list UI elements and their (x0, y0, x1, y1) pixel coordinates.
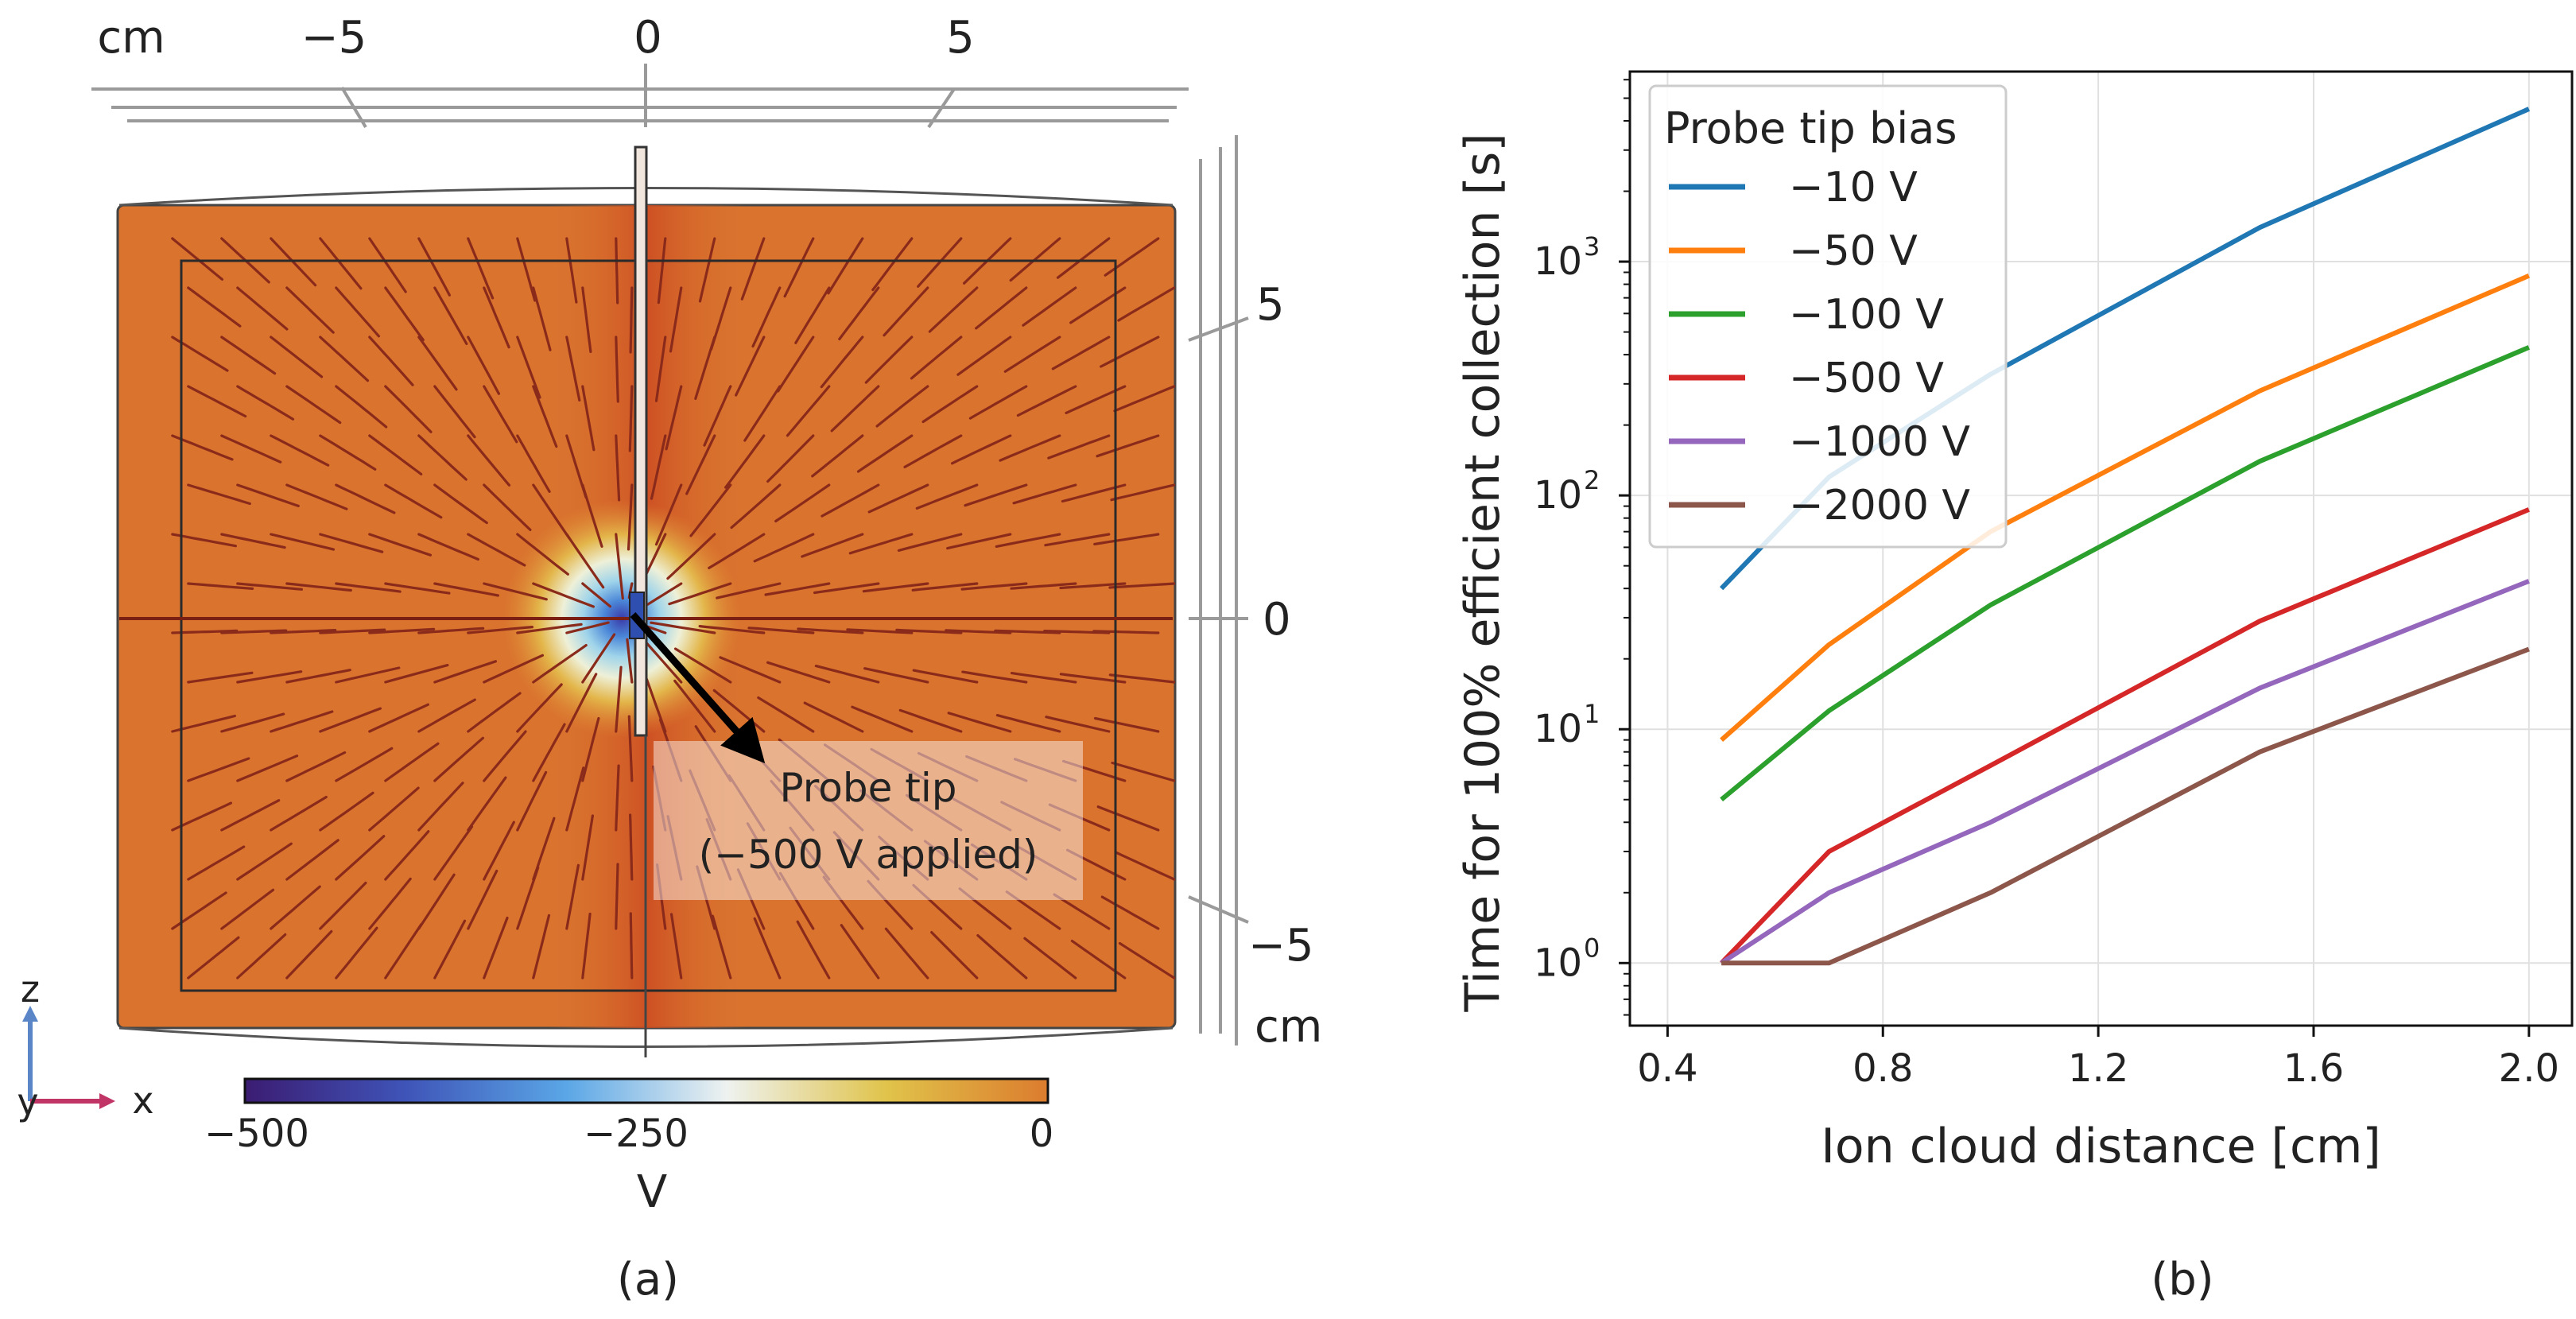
plot-frame (1628, 70, 2574, 1027)
y-tick-exponent: 0 (1584, 933, 1600, 963)
panel-a: cm −5 0 5 5 0 −5 cm (17, 12, 1322, 1305)
legend-entry: −2000 V (1789, 482, 1970, 530)
inner-volume-outline (180, 259, 1117, 992)
x-tick-label: 1.6 (2283, 1046, 2344, 1091)
y-tick-label: 10 (1534, 473, 1582, 518)
right-axis (1188, 135, 1249, 1046)
axes-triad: z y x (17, 968, 153, 1123)
top-axis (91, 64, 1189, 129)
annotation-box (654, 741, 1083, 900)
triad-z-label: z (21, 968, 40, 1011)
legend-entry: −50 V (1789, 227, 1918, 275)
y-tick-label: 10 (1534, 239, 1582, 284)
right-axis-tick: −5 (1248, 920, 1314, 972)
top-axis-unit: cm (97, 12, 165, 64)
top-axis-tick: −5 (301, 12, 367, 64)
series-line (1720, 345, 2530, 802)
legend-box (1648, 84, 2008, 549)
series-line (1719, 507, 2530, 965)
series-line (1720, 579, 2530, 965)
colorbar-tick: −250 (584, 1111, 689, 1156)
y-tick-exponent: 2 (1584, 465, 1600, 495)
right-axis-tick: 5 (1256, 279, 1285, 331)
y-axis-label: Time for 100% efficient collection [s] (1455, 133, 1511, 1012)
probe-tip-arrow (630, 612, 766, 764)
legend-title: Probe tip bias (1664, 103, 1957, 153)
colorbar-gradient (243, 1077, 1049, 1104)
x-tick-label: 2.0 (2499, 1046, 2559, 1091)
x-axis-label: Ion cloud distance [cm] (1821, 1119, 2381, 1174)
top-axis-tick: 0 (634, 12, 662, 64)
triad-y-label: y (17, 1080, 38, 1123)
y-tick-label: 10 (1534, 707, 1582, 751)
legend-entry: −10 V (1789, 164, 1918, 211)
colorbar: −500 −250 0 V (204, 1077, 1054, 1218)
annotation-line-2: (−500 V applied) (699, 832, 1038, 878)
annotation-line-1: Probe tip (780, 765, 957, 811)
colorbar-label: V (637, 1166, 667, 1218)
right-axis-unit: cm (1255, 1001, 1322, 1053)
potential-field (116, 145, 1177, 1057)
legend-entry: −100 V (1789, 291, 1944, 339)
y-tick-exponent: 3 (1584, 231, 1600, 262)
legend-entry: −500 V (1789, 355, 1944, 402)
x-tick-label: 1.2 (2068, 1046, 2128, 1091)
x-tick-label: 0.8 (1852, 1046, 1913, 1091)
y-tick-label: 10 (1534, 941, 1582, 985)
x-tick-label: 0.4 (1637, 1046, 1697, 1091)
probe-rod (634, 145, 648, 737)
right-axis-tick: 0 (1263, 594, 1291, 646)
chart-legend: Probe tip bias −10 V −50 V −100 V −500 V −10… (1648, 84, 2008, 549)
y-tick-exponent: 1 (1584, 699, 1600, 729)
panel-b-label: (b) (2151, 1254, 2213, 1305)
colorbar-tick: 0 (1030, 1111, 1054, 1156)
series-line (1721, 646, 2530, 966)
panel-a-label: (a) (617, 1254, 679, 1305)
colorbar-tick: −500 (204, 1111, 309, 1156)
triad-x-label: x (132, 1079, 153, 1122)
top-axis-tick: 5 (946, 12, 975, 64)
legend-entry: −1000 V (1789, 418, 1970, 466)
